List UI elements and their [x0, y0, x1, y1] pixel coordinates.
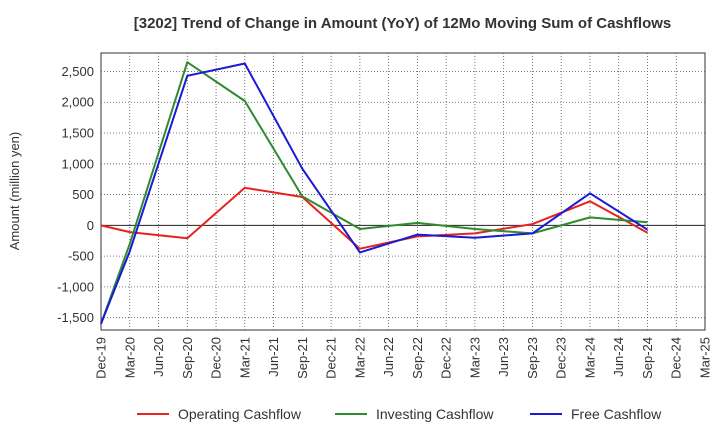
y-tick-label: -1,500 — [57, 310, 94, 325]
y-tick-labels: 2,500 2,000 1,500 1,000 500 0 -500 -1,000 -1,500 — [57, 64, 94, 325]
y-tick-label: -500 — [68, 249, 94, 264]
x-tick-label: Sep-21 — [295, 337, 310, 379]
legend-label: Operating Cashflow — [178, 406, 302, 422]
legend-label: Investing Cashflow — [376, 406, 494, 422]
x-tick-label: Mar-23 — [467, 337, 482, 378]
x-tick-label: Jun-21 — [266, 337, 281, 377]
series-line-investing-cashflow — [100, 61, 648, 325]
y-tick-label: -1,000 — [57, 279, 94, 294]
y-tick-label: 2,500 — [61, 64, 94, 79]
y-axis-label: Amount (million yen) — [7, 132, 22, 251]
legend: Operating Cashflow Investing Cashflow Free… — [137, 406, 662, 422]
y-tick-label: 500 — [72, 187, 94, 202]
y-tick-label: 1,500 — [61, 126, 94, 141]
x-tick-labels: Dec-19 Mar-20 Jun-20 Sep-20 Dec-20 Mar-21 Jun-… — [94, 337, 713, 379]
y-tick-label: 2,000 — [61, 95, 94, 110]
x-tick-label: Dec-20 — [209, 337, 224, 379]
x-tick-label: Sep-20 — [180, 337, 195, 379]
x-tick-label: Sep-24 — [640, 337, 655, 379]
series-layer — [100, 61, 649, 325]
x-tick-label: Sep-23 — [525, 337, 540, 379]
x-tick-label: Dec-21 — [324, 337, 339, 379]
chart-title: [3202] Trend of Change in Amount (YoY) o… — [133, 15, 672, 32]
x-tick-label: Mar-25 — [698, 337, 713, 378]
y-tick-label: 0 — [87, 218, 94, 233]
x-tick-label: Mar-24 — [582, 337, 597, 378]
x-tick-label: Sep-22 — [410, 337, 425, 379]
x-tick-label: Jun-22 — [381, 337, 396, 377]
y-tick-label: 1,000 — [61, 156, 94, 171]
x-tick-label: Jun-20 — [151, 337, 166, 377]
series-line-operating-cashflow — [100, 186, 648, 250]
x-tick-label: Dec-24 — [669, 337, 684, 379]
series-line-free-cashflow — [100, 62, 649, 325]
plot-area — [100, 52, 706, 331]
grid-layer — [101, 53, 705, 330]
x-tick-label: Mar-22 — [352, 337, 367, 378]
x-tick-label: Mar-21 — [237, 337, 252, 378]
x-tick-label: Jun-23 — [496, 337, 511, 377]
legend-label: Free Cashflow — [571, 406, 662, 422]
x-tick-label: Jun-24 — [611, 337, 626, 377]
x-tick-label: Mar-20 — [122, 337, 137, 378]
x-tick-label: Dec-19 — [94, 337, 109, 379]
x-tick-label: Dec-23 — [554, 337, 569, 379]
x-tick-label: Dec-22 — [439, 337, 454, 379]
